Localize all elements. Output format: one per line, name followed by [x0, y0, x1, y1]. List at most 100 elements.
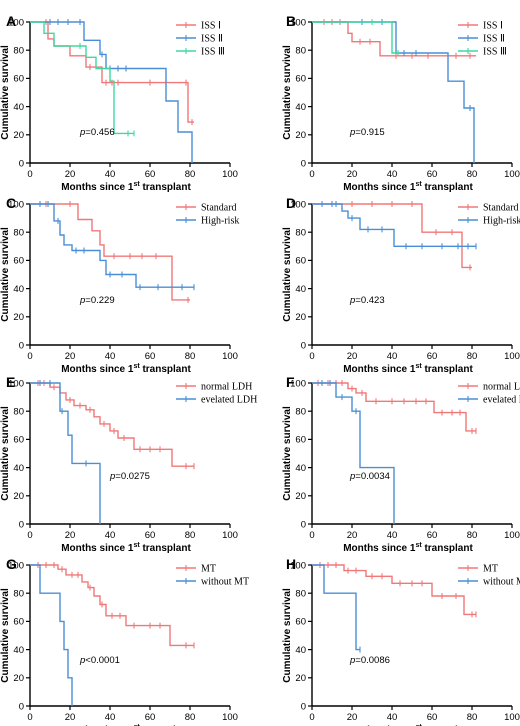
- panel-letter: F: [286, 374, 295, 390]
- legend-label: High-risk: [483, 216, 520, 227]
- y-tick-label: 20: [13, 312, 24, 323]
- y-tick-label: 100: [290, 199, 306, 210]
- p-value: p=0.456: [79, 127, 115, 138]
- x-tick-label: 100: [504, 530, 520, 541]
- x-tick-label: 0: [27, 530, 32, 541]
- panel-F: F 0 20 40 60 80 100 0 20 40 60 80 100 Cumulative surv…: [282, 374, 520, 554]
- y-tick-label: 60: [295, 74, 306, 85]
- legend-label: ISS Ⅰ: [483, 21, 503, 32]
- y-tick-label: 80: [13, 228, 24, 239]
- legend-label: Standard: [201, 203, 237, 214]
- x-axis-title: Months since 1st transplant: [61, 181, 191, 193]
- x-tick-label: 80: [185, 351, 196, 362]
- legend-label: ISS Ⅲ: [483, 47, 507, 58]
- x-tick-label: 60: [427, 712, 438, 723]
- y-tick-label: 80: [295, 589, 306, 600]
- series-line-1: [30, 203, 190, 301]
- y-axis-title: Cumulative survival: [0, 45, 11, 140]
- y-tick-label: 80: [13, 407, 24, 418]
- y-tick-label: 80: [13, 589, 24, 600]
- y-tick-label: 40: [13, 645, 24, 656]
- y-tick-label: 40: [13, 284, 24, 295]
- x-tick-label: 40: [105, 169, 116, 180]
- x-tick-label: 100: [222, 351, 238, 362]
- x-tick-label: 60: [145, 530, 156, 541]
- panel-H: H 0 20 40 60 80 100 0 20 40 60 80 100 Cumulative surv…: [282, 556, 520, 726]
- y-axis-title: Cumulative survival: [0, 588, 11, 683]
- x-tick-label: 40: [105, 351, 116, 362]
- y-tick-label: 0: [301, 701, 306, 712]
- series-line-1: [312, 382, 476, 432]
- series-line-1: [312, 564, 476, 616]
- y-axis-title: Cumulative survival: [0, 406, 11, 501]
- p-value: p<0.0001: [79, 655, 120, 666]
- y-tick-label: 60: [295, 256, 306, 267]
- y-tick-label: 40: [295, 645, 306, 656]
- y-tick-label: 20: [295, 673, 306, 684]
- panel-B: B 0 20 40 60 80 100 0 20 40 60 80 100 Cumulative surv…: [282, 13, 520, 193]
- y-tick-label: 40: [295, 463, 306, 474]
- series-line-1: [30, 382, 194, 467]
- y-axis-title: Cumulative survival: [282, 588, 293, 683]
- p-value: p=0.0034: [349, 471, 390, 482]
- x-axis-title: Months since 1st transplant: [343, 181, 473, 193]
- x-tick-label: 40: [105, 530, 116, 541]
- p-value: p=0.915: [349, 127, 385, 138]
- x-tick-label: 0: [309, 530, 314, 541]
- y-tick-label: 20: [13, 130, 24, 141]
- x-tick-label: 60: [427, 530, 438, 541]
- y-tick-label: 80: [295, 46, 306, 57]
- y-tick-label: 80: [295, 407, 306, 418]
- series-line-3: [30, 21, 134, 135]
- panel-G: G 0 20 40 60 80 100 0 20 40 60 80 100 Cumulative surv…: [0, 556, 249, 726]
- p-value: p=0.0086: [349, 655, 390, 666]
- x-tick-label: 0: [27, 712, 32, 723]
- panel-E: E 0 20 40 60 80 100 0 20 40 60 80 100 Cumulative surv…: [0, 374, 257, 554]
- y-tick-label: 0: [19, 158, 24, 169]
- x-tick-label: 20: [65, 169, 76, 180]
- series-line-2: [312, 564, 360, 651]
- x-tick-label: 60: [145, 351, 156, 362]
- y-tick-label: 20: [295, 312, 306, 323]
- x-tick-label: 80: [185, 530, 196, 541]
- legend-label: without MT: [201, 577, 249, 588]
- y-tick-label: 0: [301, 519, 306, 530]
- series-line-1: [312, 203, 472, 269]
- legend-label: MT: [201, 564, 216, 575]
- panel-letter: C: [6, 195, 16, 211]
- x-tick-label: 60: [145, 169, 156, 180]
- x-tick-label: 80: [467, 530, 478, 541]
- legend-label: evelated LDH: [483, 395, 520, 406]
- y-tick-label: 20: [295, 130, 306, 141]
- y-tick-label: 80: [13, 46, 24, 57]
- x-tick-label: 20: [347, 169, 358, 180]
- x-tick-label: 40: [387, 351, 398, 362]
- y-tick-label: 60: [13, 617, 24, 628]
- x-axis-title: Months since 1st transplant: [61, 363, 191, 375]
- y-axis-title: Cumulative survival: [282, 45, 293, 140]
- y-tick-label: 40: [295, 102, 306, 113]
- y-tick-label: 100: [8, 378, 24, 389]
- y-tick-label: 100: [290, 17, 306, 28]
- legend-label: ISS Ⅱ: [483, 34, 505, 45]
- x-tick-label: 100: [504, 169, 520, 180]
- legend-label: without MT: [483, 577, 520, 588]
- x-axis-title: Months since 1st transplant: [343, 363, 473, 375]
- x-tick-label: 100: [222, 712, 238, 723]
- legend-label: MT: [483, 564, 498, 575]
- x-tick-label: 0: [27, 169, 32, 180]
- y-tick-label: 20: [13, 673, 24, 684]
- series-line-2: [30, 564, 73, 706]
- panel-letter: H: [286, 556, 296, 572]
- y-tick-label: 20: [295, 491, 306, 502]
- x-tick-label: 20: [347, 351, 358, 362]
- y-axis-title: Cumulative survival: [282, 406, 293, 501]
- x-tick-label: 80: [467, 351, 478, 362]
- x-tick-label: 60: [427, 169, 438, 180]
- x-tick-label: 0: [27, 351, 32, 362]
- x-tick-label: 100: [222, 169, 238, 180]
- y-tick-label: 100: [8, 560, 24, 571]
- legend-label: Standard: [483, 203, 519, 214]
- panel-D: D 0 20 40 60 80 100 0 20 40 60 80 100 Cumulative surv…: [282, 195, 520, 375]
